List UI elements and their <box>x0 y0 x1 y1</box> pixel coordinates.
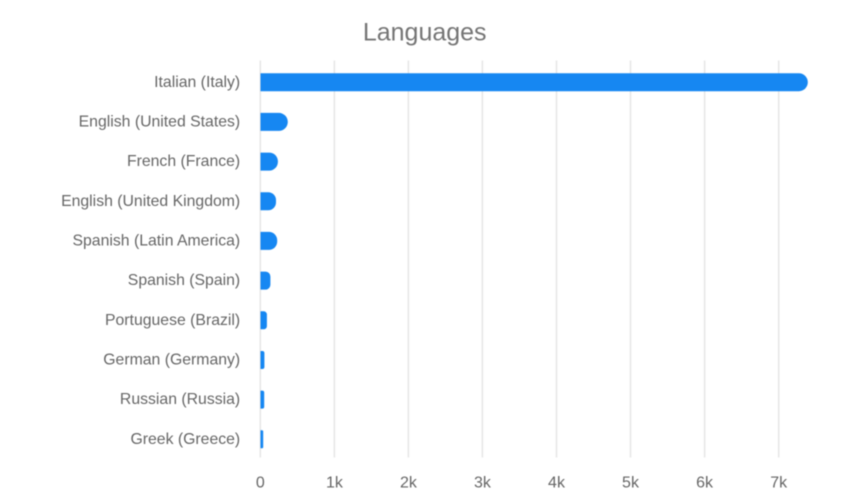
svg-text:Spanish (Latin America): Spanish (Latin America) <box>72 233 240 250</box>
svg-text:Languages: Languages <box>363 18 487 46</box>
svg-text:6k: 6k <box>696 475 714 492</box>
svg-text:7k: 7k <box>770 475 788 492</box>
svg-text:Italian (Italy): Italian (Italy) <box>154 74 240 91</box>
svg-text:4k: 4k <box>548 475 566 492</box>
svg-text:5k: 5k <box>622 475 640 492</box>
svg-text:English (United Kingdom): English (United Kingdom) <box>61 193 240 210</box>
svg-text:Greek (Greece): Greek (Greece) <box>130 431 240 448</box>
svg-text:German (Germany): German (Germany) <box>103 352 240 369</box>
svg-text:Portuguese (Brazil): Portuguese (Brazil) <box>105 312 240 329</box>
svg-text:2k: 2k <box>400 475 418 492</box>
svg-text:0: 0 <box>256 475 265 492</box>
svg-text:3k: 3k <box>474 475 492 492</box>
svg-text:Spanish (Spain): Spanish (Spain) <box>128 272 240 289</box>
svg-text:Russian (Russia): Russian (Russia) <box>120 391 240 408</box>
svg-text:1k: 1k <box>326 475 344 492</box>
svg-text:English (United States): English (United States) <box>79 114 241 131</box>
svg-text:French (France): French (France) <box>127 153 240 170</box>
